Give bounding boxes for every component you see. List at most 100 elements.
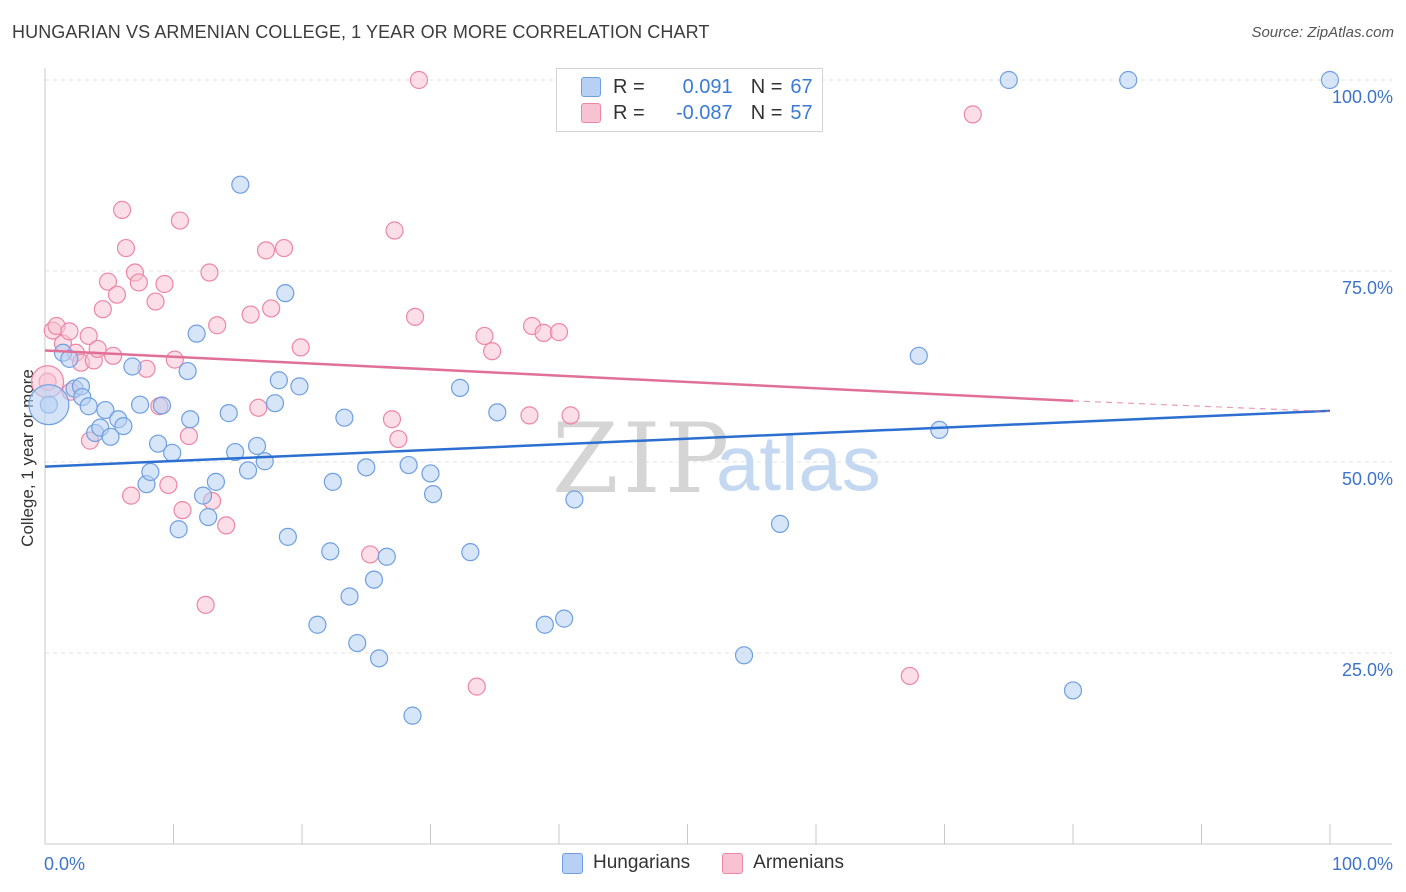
hungarians-point [335, 408, 354, 427]
armenians-point [249, 398, 268, 417]
hungarians-point [370, 649, 389, 668]
armenians-point [561, 406, 580, 425]
hungarians-point [206, 472, 226, 491]
armenians-trend-extension [1072, 400, 1331, 413]
armenians-point [155, 274, 174, 294]
armenians-point [159, 475, 178, 495]
hungarians-point [178, 361, 197, 381]
legend-item-armenians[interactable]: Armenians [722, 852, 844, 874]
hungarians-point [226, 442, 245, 462]
hungarians-point [357, 458, 376, 477]
n-label: N = [750, 75, 783, 98]
armenians-point [112, 200, 132, 219]
hungarians-point [403, 706, 422, 725]
hungarians-point [734, 646, 754, 665]
hungarians-point [141, 462, 160, 482]
armenians-point [256, 241, 276, 260]
hungarians-point [114, 416, 133, 436]
hungarians-point [152, 396, 172, 415]
hungarians-point [101, 427, 120, 446]
armenians-point [483, 342, 502, 361]
armenians-point [382, 410, 402, 429]
hungarians-point [181, 410, 200, 429]
hungarians-swatch [581, 77, 601, 97]
hungarians-point [555, 609, 574, 628]
hungarians-point [278, 527, 297, 546]
hungarians-point [163, 443, 182, 462]
armenians-point [79, 326, 98, 346]
armenians-point [217, 516, 236, 535]
armenians-point [179, 426, 199, 446]
hungarians-point [123, 357, 142, 376]
y-tick-label: 50.0% [1342, 469, 1393, 489]
y-tick-label: 100.0% [1332, 87, 1393, 107]
grid-lines [45, 79, 1392, 654]
hungarians-point [231, 175, 250, 194]
armenians-point [88, 339, 107, 359]
armenians-point [963, 105, 982, 124]
trend-lines [44, 349, 1331, 468]
armenians-trend-line [44, 349, 1074, 403]
hungarians-point [79, 397, 98, 416]
armenians-point [200, 263, 219, 282]
armenians-point [900, 666, 919, 686]
armenians-point [116, 238, 136, 258]
armenians-point [129, 273, 148, 292]
x-tick-label: 0.0% [44, 854, 85, 874]
n-value: 57 [790, 101, 813, 124]
armenians-point [534, 323, 553, 342]
hungarians-point [130, 395, 150, 414]
armenians-point [475, 326, 494, 346]
n-value: 67 [790, 75, 813, 98]
hungarians-point [265, 394, 285, 413]
r-value: 0.091 [682, 75, 733, 98]
armenians-point [196, 595, 215, 614]
armenians-point [121, 486, 141, 505]
hungarians-point [169, 520, 188, 539]
source-label: Source: ZipAtlas.com [1251, 24, 1394, 41]
armenians-point [170, 211, 190, 230]
hungarians-point [377, 547, 396, 566]
armenians-point [241, 305, 260, 324]
hungarians-point [255, 452, 274, 471]
armenians-point [104, 346, 123, 365]
hungarians-points [28, 70, 1340, 725]
axes [44, 68, 1392, 845]
hungarians-point [421, 464, 440, 483]
armenians-point [361, 545, 380, 564]
hungarians-point [999, 70, 1018, 90]
armenians-point [467, 677, 486, 696]
hungarians-point [364, 570, 384, 589]
series-legend: Hungarians Armenians [0, 852, 1406, 874]
hungarians-point [238, 461, 258, 480]
legend-item-hungarians[interactable]: Hungarians [562, 852, 690, 874]
hungarians-point [399, 455, 418, 475]
armenians-point [274, 238, 294, 258]
hungarians-point [219, 404, 238, 423]
armenians-point [98, 272, 118, 291]
hungarians-point [565, 490, 584, 509]
armenians-point [107, 285, 127, 304]
armenians-point [146, 292, 165, 311]
chart-title: HUNGARIAN VS ARMENIAN COLLEGE, 1 YEAR OR… [12, 22, 710, 42]
hungarians-point [770, 514, 790, 533]
hungarians-swatch [562, 852, 583, 874]
armenians-point [208, 316, 227, 335]
hungarians-point [450, 378, 470, 397]
y-tick-label: 75.0% [1342, 278, 1393, 298]
correlation-legend: R = 0.091 N = 67 R = -0.087 N = 57 [556, 68, 823, 132]
armenians-swatch [722, 852, 744, 874]
hungarians-point [1119, 70, 1138, 90]
hungarians-point [488, 403, 507, 422]
x-tick-label: 100.0% [1332, 854, 1393, 874]
hungarians-trend-line [44, 409, 1331, 468]
armenians-point [291, 338, 310, 357]
armenians-point [93, 300, 112, 319]
hungarians-point [321, 542, 340, 561]
armenians-point [549, 323, 569, 342]
hungarians-point [535, 615, 554, 634]
armenians-point [405, 307, 425, 326]
armenians-point [262, 299, 281, 318]
armenians-point [389, 429, 408, 449]
